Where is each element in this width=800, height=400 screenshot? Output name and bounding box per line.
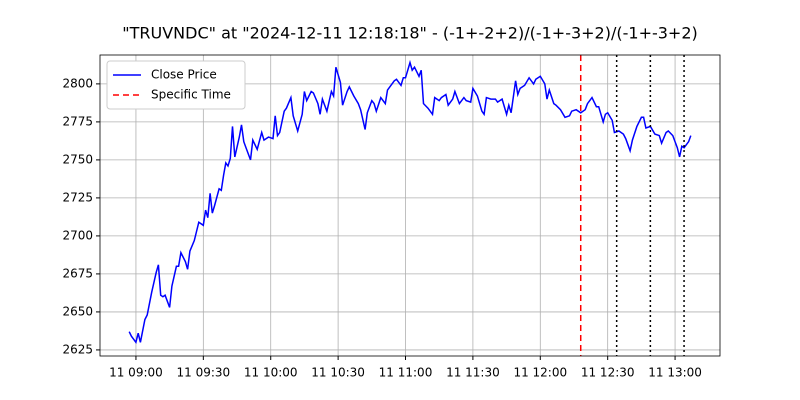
x-tick-label: 11 12:30 [581, 366, 635, 380]
chart-title: "TRUVNDC" at "2024-12-11 12:18:18" - (-1… [122, 24, 698, 43]
y-tick-label: 2675 [62, 266, 93, 280]
plot-frame [99, 54, 721, 357]
y-tick-label: 2700 [62, 228, 93, 242]
x-tick-label: 11 10:30 [311, 366, 365, 380]
legend-label: Close Price [151, 68, 217, 82]
x-tick-label: 11 10:00 [244, 366, 298, 380]
x-tick-label: 11 11:00 [379, 366, 433, 380]
y-tick-label: 2625 [62, 342, 93, 356]
price-line [128, 59, 692, 345]
y-tick-label: 2775 [62, 114, 93, 128]
y-tick-label: 2725 [62, 190, 93, 204]
legend-label: Specific Time [151, 88, 231, 102]
x-tick-label: 11 09:00 [109, 366, 163, 380]
y-tick-label: 2650 [62, 304, 93, 318]
x-tick-label: 11 13:00 [648, 366, 702, 380]
y-tick-label: 2800 [62, 76, 93, 90]
legend-box [106, 60, 246, 110]
x-tick-label: 11 09:30 [176, 366, 230, 380]
x-tick-label: 11 12:00 [513, 366, 567, 380]
y-tick-label: 2750 [62, 152, 93, 166]
x-tick-label: 11 11:30 [446, 366, 500, 380]
legend: Close Price Specific Time [106, 60, 246, 110]
